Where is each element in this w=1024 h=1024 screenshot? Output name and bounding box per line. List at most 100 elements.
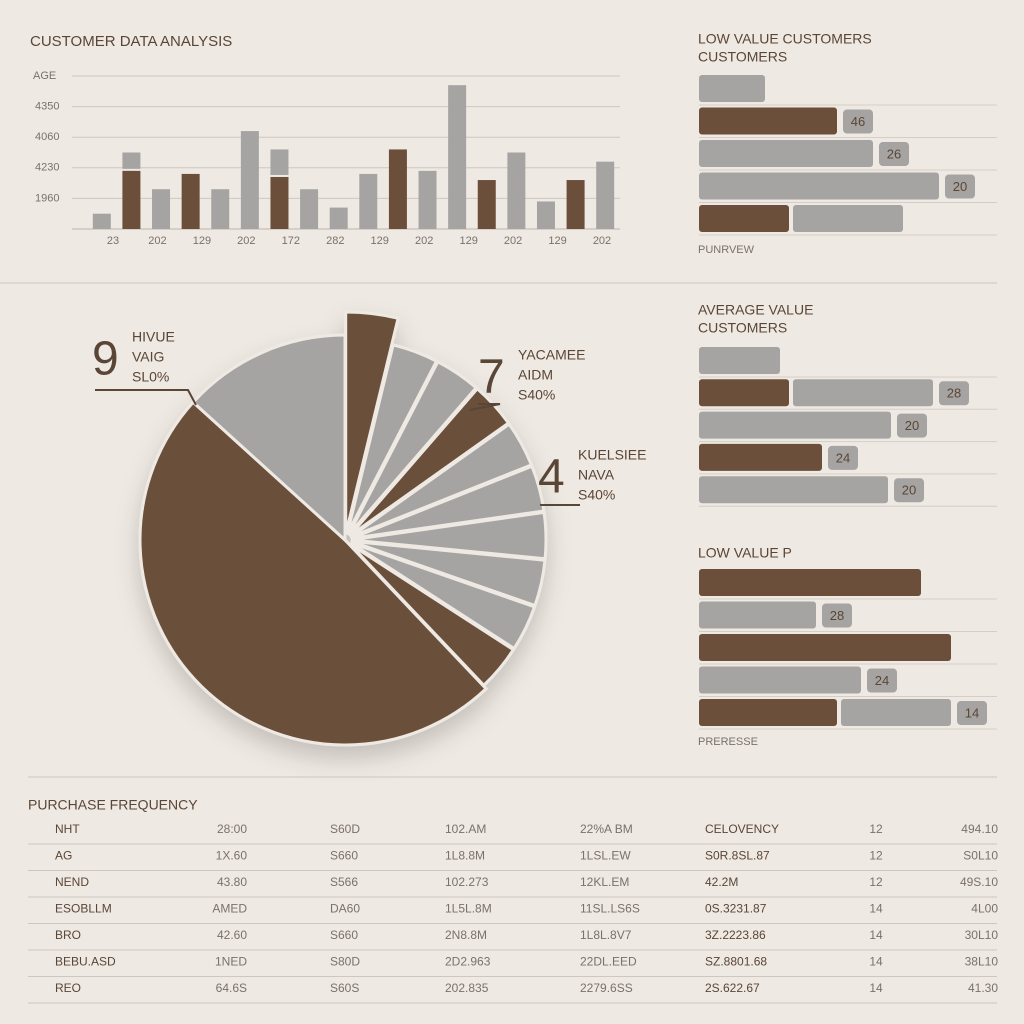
value-label-box: [957, 701, 987, 725]
x-tick-label: 202: [415, 235, 433, 247]
callout-text: KUELSIEE: [578, 447, 646, 463]
bar: [841, 699, 951, 726]
table-cell: 64.6S: [216, 981, 247, 995]
table-cell: 43.80: [217, 875, 247, 889]
table-cell: 2N8.8M: [445, 928, 487, 942]
bar: [699, 699, 837, 726]
bar: [181, 173, 200, 229]
callout-text: S40%: [578, 487, 615, 503]
table-cell: 12: [869, 849, 883, 863]
bar: [329, 207, 348, 229]
table-cell: 1X.60: [216, 849, 248, 863]
bar: [270, 149, 289, 175]
bar: [211, 189, 230, 229]
table-cell: 4L00: [971, 902, 998, 916]
value-label: 20: [953, 179, 967, 194]
callout-number: 7: [478, 351, 505, 404]
table-cell: 30L10: [965, 928, 999, 942]
table-cell: 102.AM: [445, 822, 486, 836]
value-label-box: [945, 174, 975, 199]
pie: [138, 310, 548, 747]
table-cell: 1L8L.8V7: [580, 928, 632, 942]
bar: [699, 107, 837, 135]
table-cell: BEBU.ASD: [55, 955, 116, 969]
table-cell: 14: [869, 928, 883, 942]
callout-text: HIVUE: [132, 329, 175, 345]
callout-number: 4: [538, 451, 565, 504]
table-cell: NEND: [55, 875, 89, 889]
table-cell: 42.2M: [705, 875, 738, 889]
value-label-box: [822, 603, 852, 628]
value-label: 28: [830, 608, 844, 623]
x-tick-label: 202: [237, 235, 255, 247]
pie-slice: [191, 333, 347, 544]
table-cell: 202.835: [445, 981, 489, 995]
callout-text: YACAMEE: [518, 347, 585, 363]
value-label: 20: [905, 418, 919, 433]
x-tick-label: 202: [504, 235, 522, 247]
bar: [699, 569, 921, 596]
bar: [699, 379, 789, 407]
pie-slice: [344, 310, 400, 535]
bar: [699, 172, 939, 200]
table-title: PURCHASE FREQUENCY: [28, 797, 198, 813]
table-cell: S80D: [330, 955, 360, 969]
table-cell: S0R.8SL.87: [705, 849, 770, 863]
x-tick-label: 202: [593, 235, 611, 247]
x-tick-label: 129: [371, 235, 389, 247]
bar: [699, 634, 951, 661]
bar: [122, 152, 141, 169]
panel-title: AVERAGE VALUE: [698, 302, 813, 318]
panel-title: LOW VALUE CUSTOMERS: [698, 31, 872, 47]
bar: [418, 170, 437, 229]
table-cell: 1LSL.EW: [580, 849, 631, 863]
callout-text: NAVA: [578, 467, 615, 483]
table-cell: 3Z.2223.86: [705, 928, 766, 942]
value-label-box: [828, 445, 858, 470]
bar: [152, 189, 171, 229]
x-tick-label: 129: [193, 235, 211, 247]
table-cell: 12: [869, 875, 883, 889]
table-cell: 41.30: [968, 981, 998, 995]
bar: [240, 131, 259, 229]
table-cell: BRO: [55, 928, 81, 942]
bar: [699, 140, 873, 167]
y-tick-label: 4350: [35, 101, 59, 113]
x-tick-label: 23: [107, 235, 119, 247]
table-cell: 2S.622.67: [705, 981, 760, 995]
value-label-box: [867, 668, 897, 693]
value-label: 20: [902, 483, 916, 498]
callout-line: [95, 389, 197, 406]
table-cell: REO: [55, 981, 81, 995]
bar: [122, 170, 141, 229]
table-cell: S60S: [330, 981, 359, 995]
bar: [699, 666, 861, 694]
x-tick-label: 172: [282, 235, 300, 247]
x-tick-label: 129: [459, 235, 477, 247]
bar: [448, 85, 467, 230]
table-cell: 1L5L.8M: [445, 902, 492, 916]
bar: [699, 411, 891, 439]
x-tick-label: 282: [326, 235, 344, 247]
table-cell: S0L10: [963, 849, 998, 863]
bar: [699, 443, 822, 471]
callout-number: 9: [92, 333, 119, 386]
table-cell: SZ.8801.68: [705, 955, 767, 969]
x-tick-label: 202: [148, 235, 166, 247]
x-tick-label: 129: [548, 235, 566, 247]
bar: [699, 476, 888, 504]
table-cell: 22DL.EED: [580, 955, 637, 969]
y-tick-label: 4060: [35, 131, 59, 143]
table-cell: 2279.6SS: [580, 981, 633, 995]
table-cell: 11SL.LS6S: [580, 902, 640, 916]
table-cell: 102.273: [445, 875, 489, 889]
value-label-box: [843, 109, 873, 134]
panel-footer: PRERESSE: [698, 736, 758, 748]
table-cell: ESOBLLM: [55, 902, 112, 916]
callout-line: [469, 403, 501, 411]
callout-text: AIDM: [518, 367, 553, 383]
table-cell: 1L8.8M: [445, 849, 485, 863]
panel-footer: PUNRVEW: [698, 244, 755, 256]
bar: [596, 161, 615, 229]
panel-subtitle: CUSTOMERS: [698, 320, 787, 336]
